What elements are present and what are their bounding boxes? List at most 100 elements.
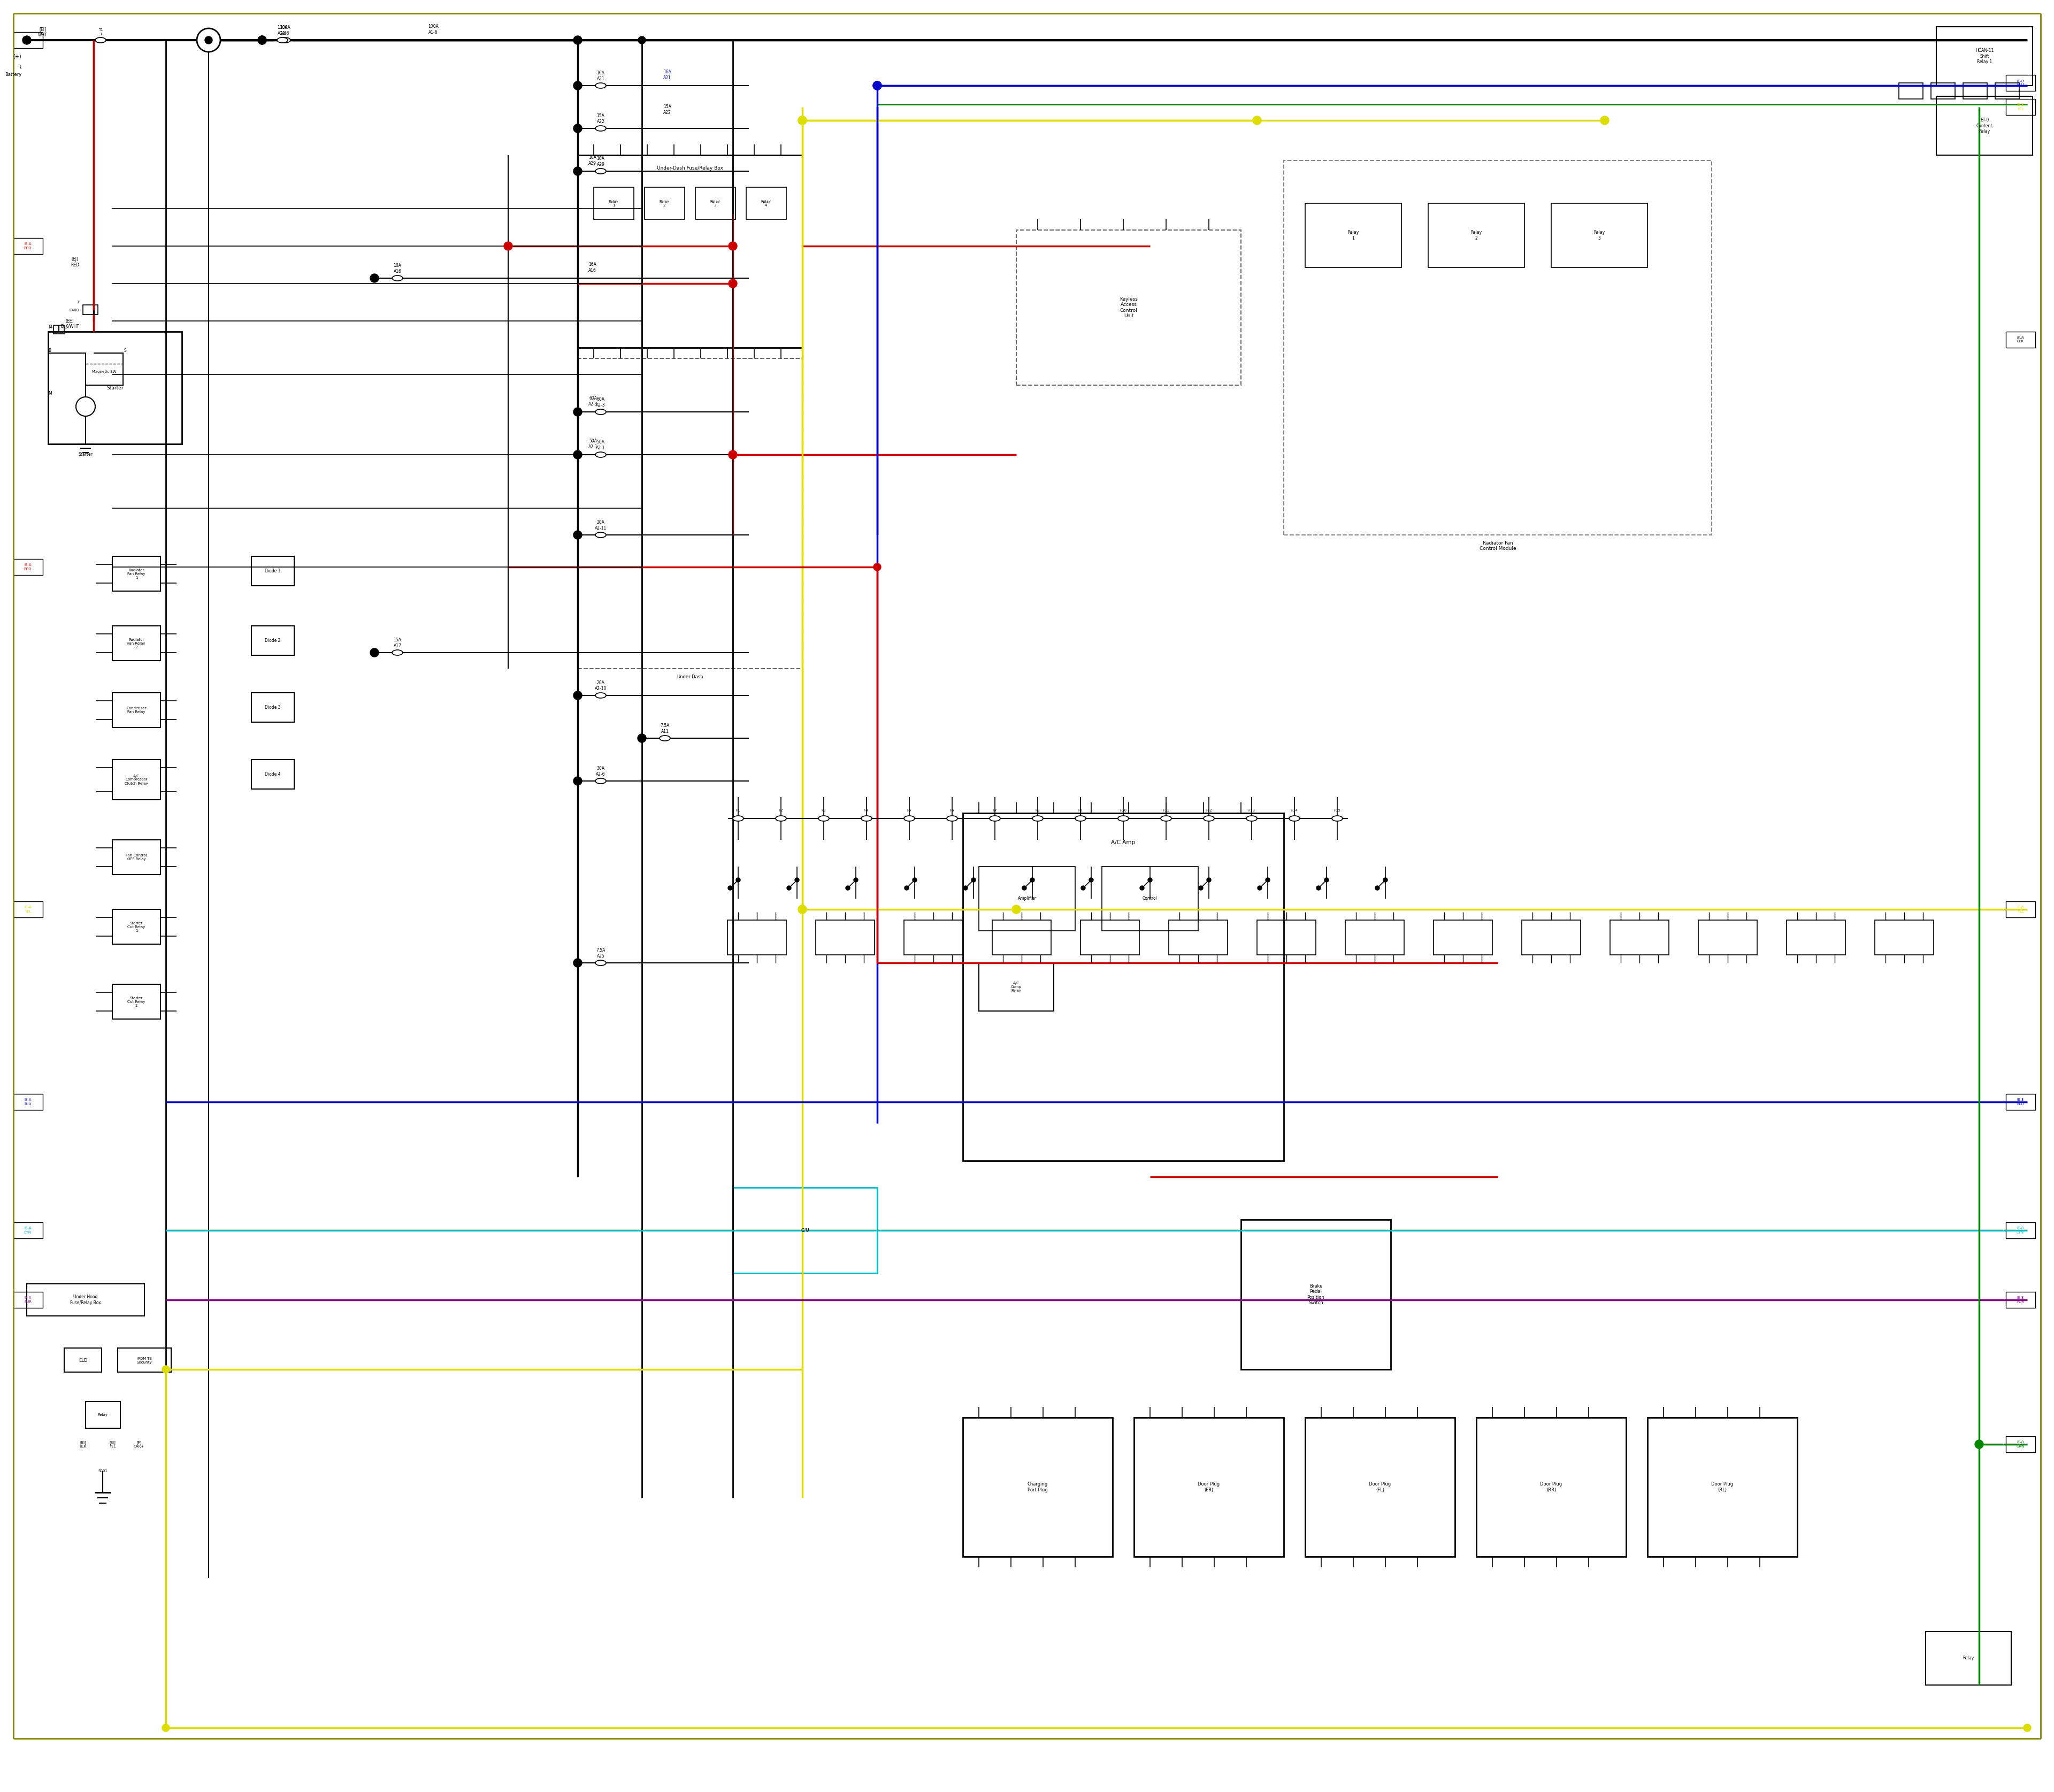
Bar [577, 156, 803, 348]
Circle shape [205, 36, 212, 43]
Text: Relay
3: Relay 3 [1594, 229, 1604, 240]
Circle shape [1208, 878, 1212, 882]
Bar [113, 909, 160, 944]
Bar [251, 625, 294, 656]
Circle shape [573, 530, 581, 539]
Bar [963, 1417, 1113, 1557]
Text: A/C Amp: A/C Amp [1111, 840, 1136, 846]
Bar [251, 694, 294, 722]
Text: Starter
Cut Relay
1: Starter Cut Relay 1 [127, 921, 146, 932]
Bar [1937, 97, 2033, 156]
Text: [EJ]
RED: [EJ] RED [70, 256, 80, 267]
Bar [2007, 1435, 2036, 1452]
Text: Charging
Port Plug: Charging Port Plug [1027, 1482, 1048, 1493]
Circle shape [76, 396, 94, 416]
Ellipse shape [596, 125, 606, 131]
Circle shape [735, 878, 739, 882]
Ellipse shape [596, 82, 606, 88]
Circle shape [1023, 885, 1027, 891]
Ellipse shape [1290, 815, 1300, 821]
Circle shape [904, 885, 908, 891]
Ellipse shape [659, 735, 670, 740]
Bar [1937, 27, 2033, 86]
Text: IE-8
GRN: IE-8 GRN [2017, 1441, 2025, 1448]
Ellipse shape [277, 38, 288, 43]
Bar [1477, 1417, 1627, 1557]
Text: Relay
2: Relay 2 [1471, 229, 1483, 240]
Text: 50A
A2-1: 50A A2-1 [596, 439, 606, 450]
Text: IE-8
BLU: IE-8 BLU [2017, 1098, 2023, 1106]
Circle shape [854, 878, 859, 882]
Bar [53, 324, 64, 333]
Bar [746, 186, 787, 219]
Text: HCAN-11
Shift
Relay 1: HCAN-11 Shift Relay 1 [1976, 48, 1994, 65]
Text: 30A
A2-6: 30A A2-6 [596, 767, 606, 776]
Circle shape [503, 242, 511, 251]
Bar [47, 332, 183, 444]
Ellipse shape [596, 409, 606, 414]
Bar [980, 962, 1054, 1011]
Text: IE-8
BLK: IE-8 BLK [2017, 337, 2023, 342]
Bar [2007, 1093, 2036, 1109]
Text: Relay: Relay [1964, 1656, 1974, 1661]
Ellipse shape [392, 276, 403, 281]
Text: T1
1: T1 1 [99, 29, 103, 36]
Text: Diode 4: Diode 4 [265, 772, 281, 776]
Bar [1931, 82, 1955, 99]
Text: B: B [47, 348, 51, 353]
Circle shape [573, 167, 581, 176]
Text: F3: F3 [822, 808, 826, 812]
Text: F15: F15 [1333, 808, 1341, 812]
Bar [733, 1188, 877, 1272]
Bar [1647, 1417, 1797, 1557]
Circle shape [1080, 885, 1085, 891]
Text: F5: F5 [908, 808, 912, 812]
Text: A/C
Comp
Relay: A/C Comp Relay [1011, 982, 1021, 993]
Bar [14, 1093, 43, 1109]
Text: F2: F2 [778, 808, 783, 812]
Text: Brake
Pedal
Position
Switch: Brake Pedal Position Switch [1306, 1283, 1325, 1305]
Bar [86, 1401, 121, 1428]
Text: Relay: Relay [99, 1414, 107, 1416]
Circle shape [207, 38, 212, 43]
Text: Relay
2: Relay 2 [659, 199, 670, 206]
Ellipse shape [733, 815, 744, 821]
Circle shape [729, 450, 737, 459]
Ellipse shape [94, 38, 107, 43]
Text: 1: 1 [18, 65, 21, 70]
Text: 1: 1 [76, 301, 80, 305]
Text: Radiator
Fan Relay
1: Radiator Fan Relay 1 [127, 568, 146, 579]
Circle shape [1089, 878, 1093, 882]
Ellipse shape [392, 650, 403, 656]
Circle shape [1974, 1441, 1984, 1448]
Text: 60A
A2-3: 60A A2-3 [596, 398, 606, 407]
Circle shape [729, 242, 737, 251]
Circle shape [23, 36, 31, 45]
Text: M: M [47, 391, 51, 396]
Text: F10: F10 [1119, 808, 1128, 812]
Bar [1101, 867, 1197, 930]
Circle shape [1257, 885, 1261, 891]
Bar [2007, 75, 2036, 91]
Bar [992, 919, 1052, 955]
Bar [1787, 919, 1844, 955]
Text: M: M [84, 405, 88, 409]
Text: 7.5A
A25: 7.5A A25 [596, 948, 606, 959]
Circle shape [573, 450, 581, 459]
Bar [1345, 919, 1405, 955]
Circle shape [162, 1724, 170, 1731]
Circle shape [2023, 1724, 2031, 1731]
Text: S001: S001 [99, 1469, 107, 1473]
Circle shape [799, 116, 805, 124]
Text: 16A
A21: 16A A21 [598, 70, 604, 81]
Ellipse shape [596, 532, 606, 538]
Circle shape [162, 1366, 170, 1373]
Text: 60A
A2-3: 60A A2-3 [587, 396, 598, 407]
Text: 15A
A22: 15A A22 [663, 104, 672, 115]
Ellipse shape [990, 815, 1000, 821]
Text: 10A
A29: 10A A29 [598, 156, 604, 167]
Text: Radiator
Fan Relay
2: Radiator Fan Relay 2 [127, 638, 146, 649]
Bar [14, 1222, 43, 1238]
Text: IE-A
RED: IE-A RED [25, 242, 31, 249]
Text: 100A
A1-6: 100A A1-6 [277, 25, 288, 36]
